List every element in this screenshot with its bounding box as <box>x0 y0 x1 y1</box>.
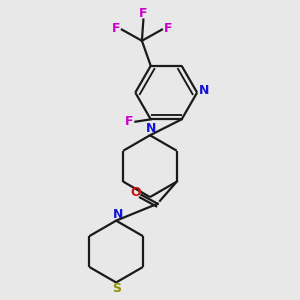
Text: O: O <box>131 186 142 199</box>
Text: F: F <box>139 7 148 20</box>
Text: N: N <box>146 122 157 135</box>
Text: N: N <box>199 84 209 97</box>
Text: F: F <box>124 115 133 128</box>
Text: N: N <box>112 208 123 221</box>
Text: F: F <box>112 22 120 34</box>
Text: F: F <box>164 22 172 34</box>
Text: S: S <box>112 282 121 296</box>
